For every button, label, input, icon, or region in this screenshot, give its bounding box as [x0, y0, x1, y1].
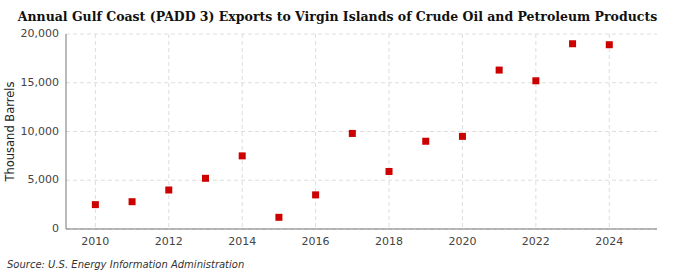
x-tick-label: 2014 [228, 235, 256, 248]
y-tick-label: 15,000 [21, 76, 60, 89]
point [92, 201, 99, 208]
point [275, 214, 282, 221]
x-tick-label: 2018 [375, 235, 403, 248]
x-tick-label: 2012 [155, 235, 183, 248]
point [349, 130, 356, 137]
points [92, 40, 613, 221]
y-grid-line [66, 229, 657, 230]
x-grid-line [462, 34, 463, 229]
point [312, 191, 319, 198]
y-tick-label: 0 [52, 222, 59, 235]
point [606, 41, 613, 48]
y-grid-line [66, 180, 657, 181]
point [569, 40, 576, 47]
point [202, 175, 209, 182]
axes: 0 5,000 10,000 15,000 20,000 2010 2012 2014 2016… [21, 27, 658, 248]
x-tick-label: 2010 [81, 235, 109, 248]
y-tick-label: 20,000 [21, 27, 60, 40]
y-axis-label: Thousand Barrels [3, 81, 17, 182]
point [422, 138, 429, 145]
x-grid-line [315, 34, 316, 229]
y-axis-line [66, 34, 67, 229]
x-grid-line [535, 34, 536, 229]
y-tick-label: 10,000 [21, 125, 60, 138]
point [459, 133, 466, 140]
grid [66, 34, 657, 229]
y-grid-line [66, 82, 657, 83]
point [129, 198, 136, 205]
point [386, 168, 393, 175]
x-tick-label: 2022 [522, 235, 550, 248]
x-grid-line [168, 34, 169, 229]
y-tick-label: 5,000 [28, 173, 60, 186]
background [0, 0, 675, 275]
x-grid-line [95, 34, 96, 229]
source-note: Source: U.S. Energy Information Administ… [7, 259, 244, 270]
title: Annual Gulf Coast (PADD 3) Exports to Vi… [17, 9, 657, 24]
chart: 0 5,000 10,000 15,000 20,000 2010 2012 2014 2016… [0, 0, 675, 275]
x-grid-line [389, 34, 390, 229]
x-tick-label: 2024 [595, 235, 623, 248]
y-grid-line [66, 34, 657, 35]
x-grid-line [609, 34, 610, 229]
x-tick-label: 2016 [302, 235, 330, 248]
point [239, 152, 246, 159]
y-grid-line [66, 131, 657, 132]
x-axis-line [66, 229, 657, 230]
point [496, 67, 503, 74]
point [165, 187, 172, 194]
point [532, 77, 539, 84]
x-tick-label: 2020 [448, 235, 476, 248]
x-grid-line [242, 34, 243, 229]
